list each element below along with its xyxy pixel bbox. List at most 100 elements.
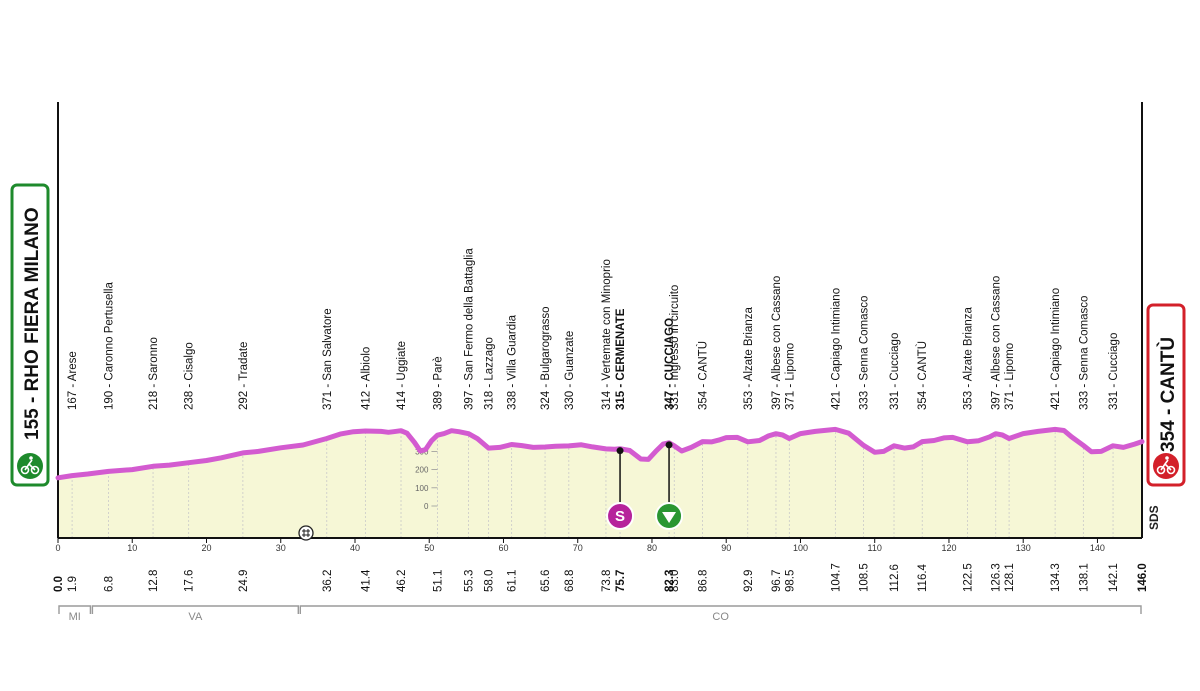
location-km-label: 82.3: [664, 570, 676, 592]
cyclist-icon: [17, 453, 43, 479]
gridline-group: [71, 429, 1114, 538]
finish-badge-frame: [1146, 303, 1186, 487]
sprint-s-icon: [606, 502, 635, 530]
location-km-label: 41.4: [360, 569, 372, 592]
location-km-label: 112.6: [889, 564, 901, 592]
location-name-label: 371 - Lipomo: [784, 343, 796, 410]
sprint-marker-dot: [616, 447, 624, 455]
location-km-label: 73.8: [601, 570, 613, 592]
location-name-label: 389 - Parè: [432, 356, 444, 410]
kom-triangle-shape: [662, 512, 677, 523]
location-labels-group: 167 - Arese 1.9 190 - Caronno Pertusella 6.…: [53, 248, 1149, 592]
feed-zone-icon: [298, 525, 314, 541]
start-badge-frame: [10, 183, 50, 487]
x-tick-label: 90: [721, 543, 731, 553]
location-name-label: 292 - Tradate: [238, 342, 250, 410]
location-km-label: 46.2: [396, 570, 408, 592]
location-km-label: 122.5: [963, 563, 975, 592]
y-tick-label: 100: [415, 484, 429, 493]
cyclist-icon: [1153, 453, 1179, 479]
location-name-label: 421 - Capiago Intimiano: [1050, 288, 1062, 410]
location-km-label: 126.3: [991, 563, 1003, 592]
location-km-label: 75.7: [615, 570, 627, 592]
location-km-label: 142.1: [1108, 563, 1120, 592]
location-name-label: 353 - Alzate Brianza: [743, 306, 755, 410]
location-name-label: 353 - Alzate Brianza: [963, 306, 975, 410]
x-tick-label: 140: [1090, 543, 1105, 553]
location-km-label: 128.1: [1004, 563, 1016, 592]
profile-line: [55, 426, 1145, 481]
location-km-label: 108.5: [859, 563, 871, 592]
location-km-label: 83.0: [669, 570, 681, 592]
x-tick-label: 0: [55, 543, 60, 553]
location-km-label: 51.1: [432, 570, 444, 592]
start-km-label: 0.0: [53, 576, 65, 592]
location-name-label: 347 - CUCCIAGO: [664, 318, 676, 410]
location-name-label: 238 - Cisalgo: [184, 342, 196, 410]
location-name-label: 218 - Saronno: [148, 337, 160, 410]
sprint-letter: S: [615, 508, 625, 525]
location-name-label: 324 - Bulgarograsso: [540, 306, 552, 410]
location-name-label: 354 - CANTÙ: [696, 341, 709, 410]
location-name-label: 314 - Vertemate con Minoprio: [601, 259, 613, 410]
location-name-label: 190 - Caronno Pertusella: [103, 282, 115, 410]
location-name-label: 318 - Lazzago: [484, 337, 496, 410]
profile-area: [58, 429, 1142, 538]
location-km-label: 134.3: [1050, 563, 1062, 592]
location-km-label: 68.8: [564, 570, 576, 592]
location-name-label: 333 - Senna Comasco: [859, 296, 871, 410]
kom-marker: [655, 441, 684, 530]
province-bracket: [299, 605, 1142, 614]
location-name-label: 397 - Albese con Cassano: [991, 276, 1003, 410]
location-name-label: 397 - Albese con Cassano: [771, 276, 783, 410]
location-name-label: 338 - Villa Guardia: [507, 314, 519, 410]
location-name-label: 315 - CERMENATE: [615, 308, 627, 410]
location-name-label: 397 - San Fermo della Battaglia: [464, 248, 476, 410]
province-bracket: [91, 605, 300, 614]
location-name-label: 414 - Uggiate: [396, 341, 408, 410]
x-tick-label: 20: [201, 543, 211, 553]
x-tick-label: 60: [498, 543, 508, 553]
x-tick-label: 110: [868, 543, 882, 553]
location-name-label: 167 - Arese: [67, 351, 79, 410]
x-tick-label: 10: [127, 543, 137, 553]
location-name-label: 331 - Ingresso in circuito: [669, 285, 681, 410]
finish-km-label: 146.0: [1137, 563, 1149, 592]
province-bar-group: MI VA CO: [58, 605, 1142, 623]
start-badge: 155 - RHO FIERA MILANO: [10, 183, 50, 487]
location-km-label: 17.6: [184, 570, 196, 592]
location-km-label: 92.9: [743, 570, 755, 592]
location-name-label: 354 - CANTÙ: [916, 341, 929, 410]
x-tick-label: 80: [647, 543, 657, 553]
profile-line-group: [55, 426, 1145, 481]
x-tick-label: 30: [276, 543, 286, 553]
province-bracket: [58, 605, 92, 614]
y-tick-label: 200: [415, 466, 429, 475]
location-name-label: 333 - Senna Comasco: [1078, 296, 1090, 410]
location-km-label: 104.7: [830, 563, 842, 592]
location-name-label: 371 - San Salvatore: [322, 308, 334, 410]
x-tick-label: 130: [1016, 543, 1031, 553]
x-tick-label: 50: [424, 543, 434, 553]
location-km-label: 58.0: [484, 570, 496, 592]
location-name-label: 412 - Albiolo: [360, 347, 372, 410]
kom-marker-dot: [665, 441, 673, 449]
location-name-label: 330 - Guanzate: [564, 331, 576, 410]
x-tick-label: 70: [573, 543, 583, 553]
finish-label: 354 - CANTÙ: [1157, 337, 1179, 452]
x-tick-label: 120: [941, 543, 956, 553]
province-label: MI: [69, 611, 81, 623]
province-label: CO: [712, 611, 729, 623]
brand-logo: SDS: [1147, 505, 1161, 530]
location-km-label: 1.9: [67, 576, 79, 592]
sprint-marker: S: [606, 447, 635, 530]
start-label: 155 - RHO FIERA MILANO: [22, 207, 43, 440]
location-km-label: 86.8: [697, 570, 709, 592]
location-km-label: 61.1: [507, 570, 519, 592]
location-km-label: 24.9: [238, 570, 250, 592]
location-name-label: 331 - Cucciago: [1108, 333, 1120, 410]
y-tick-label: 0: [424, 502, 429, 511]
location-km-label: 96.7: [771, 570, 783, 592]
